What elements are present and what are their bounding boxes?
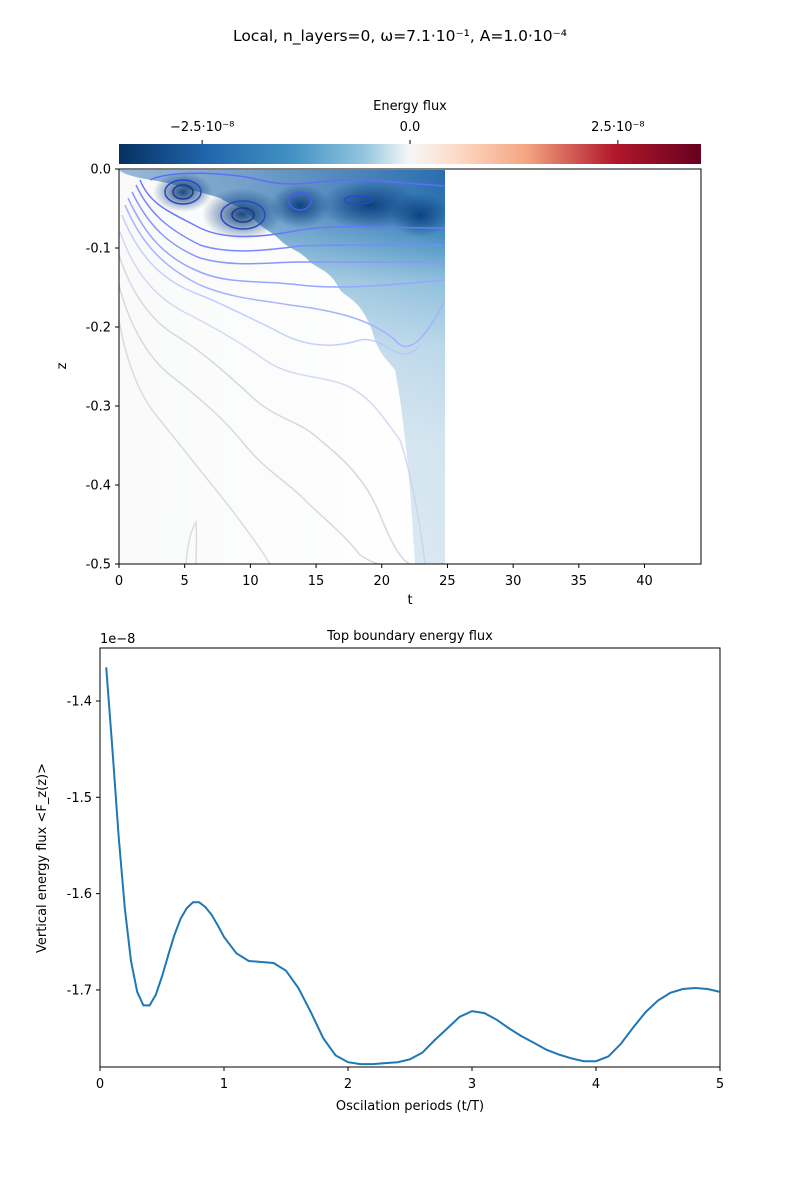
line-x-ticks: 0 1 2 3 4 5 <box>96 1067 724 1092</box>
y-tick-label: -1.7 <box>67 983 92 998</box>
x-tick-label: 3 <box>468 1077 476 1092</box>
flux-core-2 <box>202 188 282 240</box>
colorbar-tick-label: 0.0 <box>400 120 421 135</box>
line-y-label: Vertical energy flux <F_z(z)> <box>35 763 50 953</box>
y-tick-label: -0.1 <box>86 242 111 257</box>
x-tick-label: 30 <box>505 574 522 589</box>
x-tick-label: 2 <box>344 1077 352 1092</box>
heatmap-y-ticks: 0.0 -0.1 -0.2 -0.3 -0.4 -0.5 <box>86 163 119 573</box>
contours <box>119 172 445 564</box>
colorbar-label: Energy flux <box>373 99 447 114</box>
heatmap-x-ticks: 0 5 10 15 20 25 30 35 40 <box>115 564 653 589</box>
x-tick-label: 25 <box>439 574 456 589</box>
line-axes <box>99 647 721 1068</box>
x-tick-label: 1 <box>220 1077 228 1092</box>
colorbar-ticks: −2.5·10⁻⁸ 0.0 2.5·10⁻⁸ <box>170 120 645 144</box>
y-tick-label: -1.6 <box>67 887 92 902</box>
y-tick-label: -0.2 <box>86 321 111 336</box>
x-tick-label: 0 <box>115 574 123 589</box>
colorbar-tick-label: 2.5·10⁻⁸ <box>591 120 644 135</box>
x-tick-label: 5 <box>181 574 189 589</box>
y-tick-label: -1.5 <box>67 791 92 806</box>
heatmap-y-label: z <box>55 362 70 369</box>
heatmap-panel: Energy flux −2.5·10⁻⁸ 0.0 2.5·10⁻⁸ <box>55 99 702 608</box>
y-tick-label: -0.3 <box>86 400 111 415</box>
y-offset-label: 1e−8 <box>100 632 135 647</box>
heatmap-x-label: t <box>407 593 412 608</box>
line-chart-title: Top boundary energy flux <box>326 629 493 644</box>
heatmap-axes <box>118 168 702 565</box>
colorbar: Energy flux −2.5·10⁻⁸ 0.0 2.5·10⁻⁸ <box>119 99 701 164</box>
x-tick-label: 4 <box>592 1077 600 1092</box>
series-line <box>105 667 721 1066</box>
flux-core-1 <box>153 172 213 212</box>
y-tick-label: 0.0 <box>90 163 111 178</box>
colorbar-tick-label: −2.5·10⁻⁸ <box>170 120 234 135</box>
heatmap-fade <box>119 169 445 564</box>
line-x-label: Oscilation periods (t/T) <box>336 1099 484 1114</box>
y-tick-label: -1.4 <box>67 694 92 709</box>
y-tick-label: -0.5 <box>86 558 111 573</box>
x-tick-label: 0 <box>96 1077 104 1092</box>
flux-core-3 <box>270 184 330 228</box>
x-tick-label: 35 <box>571 574 588 589</box>
x-tick-label: 5 <box>716 1077 724 1092</box>
heatmap-image <box>119 169 445 564</box>
x-tick-label: 10 <box>242 574 259 589</box>
x-tick-label: 20 <box>373 574 390 589</box>
x-tick-label: 15 <box>308 574 325 589</box>
x-tick-label: 40 <box>636 574 653 589</box>
flux-core-5 <box>390 193 445 237</box>
line-y-ticks: -1.4 -1.5 -1.6 -1.7 <box>67 694 100 998</box>
colorbar-gradient <box>119 144 701 164</box>
y-tick-label: -0.4 <box>86 479 111 494</box>
figure-title: Local, n_layers=0, ω=7.1·10⁻¹, A=1.0·10⁻… <box>233 27 567 46</box>
line-panel: Top boundary energy flux 1e−8 0 1 2 3 4 5 -1.… <box>35 629 724 1114</box>
